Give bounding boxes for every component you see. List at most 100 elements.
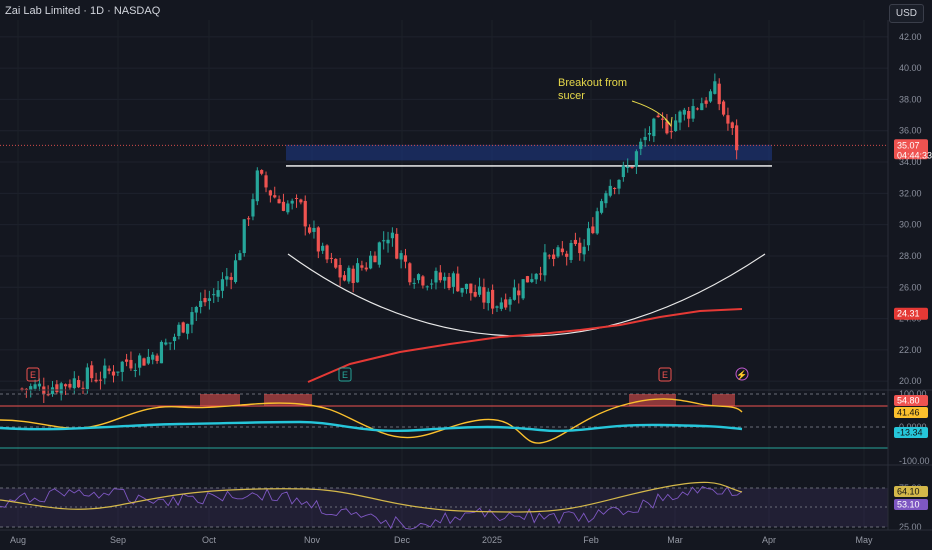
candle-body: [382, 240, 386, 242]
candle-body: [390, 232, 394, 239]
candle-body: [273, 195, 277, 198]
candle-body: [98, 379, 103, 381]
candle-body: [181, 322, 185, 333]
candle-body: [37, 383, 42, 387]
cci-y-tick: 100.00: [899, 389, 927, 399]
candle-body: [604, 193, 608, 204]
last-price-tag-text: 35.07: [897, 140, 920, 150]
candle-body: [499, 302, 503, 309]
rsi-y-tick: 25.00: [899, 522, 922, 532]
resistance-zone: [286, 144, 772, 161]
candle-body: [33, 384, 37, 389]
candle-body: [129, 359, 133, 369]
macd-value-tag: [894, 427, 928, 438]
candle-body: [512, 287, 517, 300]
cci-value-tag-text: 41.46: [897, 408, 920, 418]
event-marker-label: E: [342, 370, 348, 380]
ma-value-tag-text: 24.31: [897, 309, 920, 319]
candle-body: [24, 388, 28, 390]
candle-body: [207, 298, 211, 301]
candle-body: [565, 253, 569, 257]
candle-body: [456, 273, 460, 292]
candle-body: [72, 378, 76, 389]
candle-body: [281, 201, 286, 211]
candle-body: [634, 151, 639, 167]
candle-body: [386, 239, 390, 244]
candle-body: [90, 365, 94, 379]
candle-body: [20, 388, 24, 390]
candle-body: [708, 91, 713, 102]
candle-body: [477, 286, 482, 295]
candle-body: [81, 387, 85, 389]
candle-body: [687, 111, 691, 119]
earnings-marker: [26, 367, 40, 382]
event-marker-label: ⚡: [736, 369, 747, 381]
candle-body: [351, 268, 355, 284]
rsi-ma-tag-text: 64.10: [897, 487, 920, 497]
candle-body: [669, 131, 673, 133]
annotation-line1: Breakout from: [558, 77, 627, 89]
candle-body: [621, 165, 625, 178]
candle-body: [268, 190, 272, 196]
candle-body: [534, 273, 538, 280]
candle-body: [142, 358, 146, 366]
candle-body: [260, 170, 264, 174]
saucer-curve: [287, 253, 766, 337]
candle-body: [695, 108, 700, 110]
candle-body: [264, 175, 268, 188]
candle-body: [660, 118, 665, 120]
candle-body: [185, 323, 190, 334]
candle-body: [586, 228, 591, 246]
candle-body: [242, 219, 246, 254]
event-marker-label: E: [662, 370, 668, 380]
candle-body: [721, 101, 726, 115]
currency-button[interactable]: USD: [888, 4, 924, 23]
candle-body: [691, 106, 695, 119]
candle-body: [434, 270, 438, 283]
candle-body: [120, 361, 124, 372]
x-tick-label: Aug: [10, 535, 26, 545]
candle-body: [151, 354, 155, 360]
candle-body: [199, 300, 203, 307]
y-tick-label: 20.00: [899, 376, 922, 386]
candle-body: [194, 306, 198, 313]
y-tick-label: 26.00: [899, 282, 922, 292]
candle-body: [238, 253, 242, 261]
candle-body: [652, 118, 656, 137]
candle-body: [730, 122, 734, 129]
candle-body: [399, 253, 403, 260]
candle-body: [395, 233, 399, 259]
candle-body: [608, 185, 612, 196]
candle-body: [377, 242, 381, 265]
candle-body: [469, 283, 473, 294]
rsi-band: [0, 488, 888, 527]
candle-body: [665, 121, 669, 134]
rsi-tag-text: 53.10: [897, 500, 920, 510]
earnings-marker: [658, 367, 672, 382]
candle-body: [717, 83, 721, 105]
ma-value-tag: [894, 307, 928, 320]
candle-body: [582, 246, 586, 255]
candle-body: [560, 248, 564, 253]
moving-average-line: [307, 308, 743, 383]
cci-upper-tag-text: 54.80: [897, 396, 920, 406]
candle-body: [573, 239, 578, 245]
candle-body: [212, 294, 216, 296]
candle-body: [329, 257, 333, 259]
candle-body: [111, 371, 116, 376]
candle-body: [133, 369, 137, 371]
candle-body: [430, 283, 434, 285]
candle-body: [168, 342, 172, 344]
candle-body: [656, 115, 660, 118]
cci-value-tag: [894, 407, 928, 418]
candle-body: [177, 324, 181, 336]
candle-body: [508, 299, 512, 305]
candle-body: [543, 252, 547, 276]
y-tick-label: 22.00: [899, 345, 922, 355]
candle-body: [617, 179, 621, 189]
candle-body: [46, 394, 50, 396]
candle-body: [460, 287, 464, 293]
candle-body: [630, 167, 634, 169]
annotation-arrowhead: [664, 116, 673, 128]
